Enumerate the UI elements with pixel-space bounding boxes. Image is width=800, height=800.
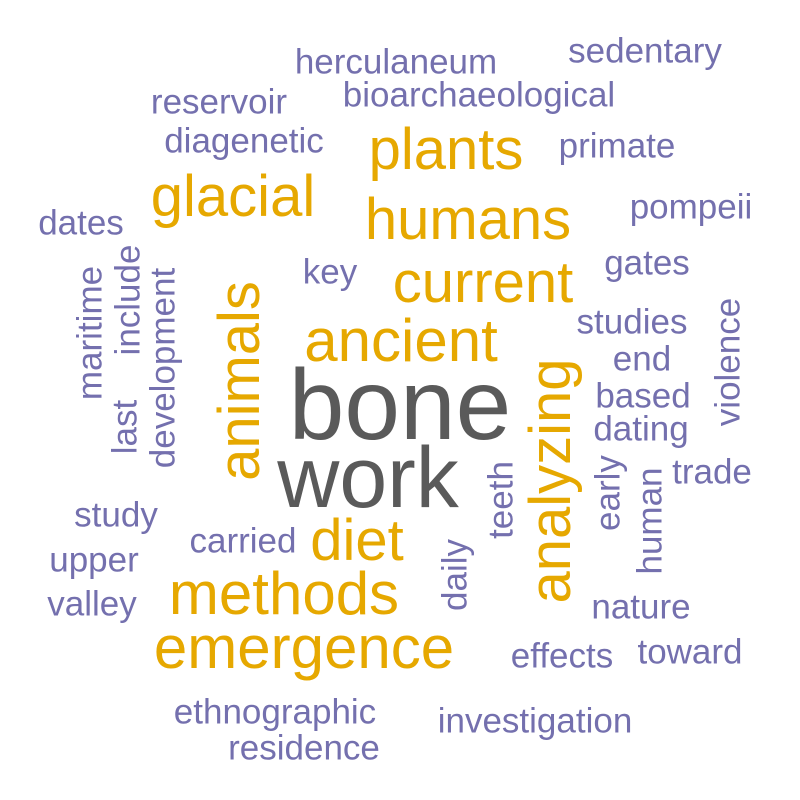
word-valley: valley <box>47 584 137 624</box>
word-end: end <box>612 339 672 379</box>
word-ethnographic: ethnographic <box>173 692 377 732</box>
word-key: key <box>302 252 358 292</box>
word-maritime: maritime <box>70 265 110 401</box>
word-emergence: emergence <box>153 614 455 681</box>
word-herculaneum: herculaneum <box>294 42 498 82</box>
word-diagenetic: diagenetic <box>164 121 324 161</box>
word-work: work <box>277 430 459 526</box>
word-toward: toward <box>637 632 743 672</box>
word-violence: violence <box>708 297 748 427</box>
word-ancient: ancient <box>304 307 498 374</box>
word-bioarchaeological: bioarchaeological <box>342 75 616 115</box>
word-include: include <box>108 244 148 356</box>
word-nature: nature <box>591 587 691 627</box>
word-primate: primate <box>558 126 676 166</box>
word-trade: trade <box>672 452 752 492</box>
word-effects: effects <box>510 636 614 676</box>
word-based: based <box>595 376 691 416</box>
word-development: development <box>143 267 183 469</box>
word-glacial: glacial <box>150 164 316 229</box>
word-human: human <box>630 467 670 575</box>
word-animals: animals <box>207 281 272 481</box>
word-current: current <box>392 250 574 315</box>
word-upper: upper <box>49 540 139 580</box>
word-daily: daily <box>435 539 475 611</box>
word-dates: dates <box>38 203 124 243</box>
word-investigation: investigation <box>437 701 633 741</box>
word-dating: dating <box>593 409 689 449</box>
word-early: early <box>588 455 628 531</box>
word-reservoir: reservoir <box>150 82 288 122</box>
word-study: study <box>74 495 158 535</box>
word-carried: carried <box>189 521 297 561</box>
word-diet: diet <box>310 508 404 573</box>
word-pompeii: pompeii <box>629 187 753 227</box>
word-bone: bone <box>288 349 512 461</box>
word-methods: methods <box>168 560 400 627</box>
word-last: last <box>105 399 145 455</box>
word-gates: gates <box>604 243 690 283</box>
word-residence: residence <box>228 728 380 768</box>
word-sedentary: sedentary <box>568 31 722 71</box>
word-analyzing: analyzing <box>518 358 583 604</box>
word-humans: humans <box>364 187 572 252</box>
word-teeth: teeth <box>481 461 521 539</box>
word-plants: plants <box>368 117 524 182</box>
word-studies: studies <box>576 302 688 342</box>
